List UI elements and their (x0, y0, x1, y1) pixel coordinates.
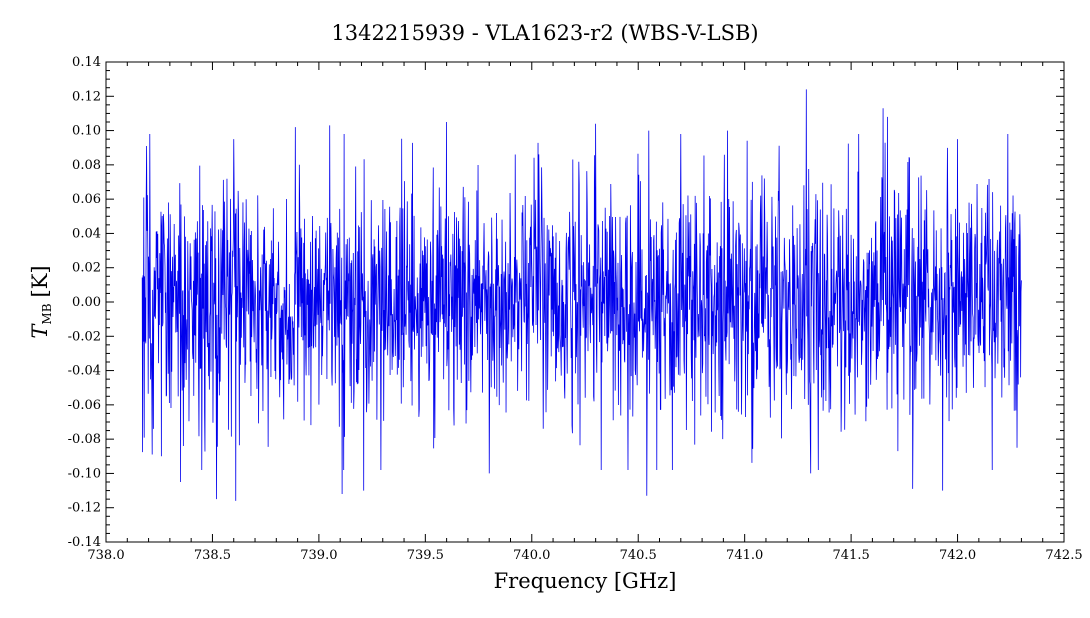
x-tick-label: 740.5 (620, 548, 657, 563)
y-axis: -0.14 -0.12 -0.10 -0.08 -0.06 -0.04 -0.02 0.00 0… (68, 55, 1064, 550)
y-tick-label: -0.06 (68, 398, 101, 413)
y-tick-label: -0.10 (68, 466, 101, 481)
spectrum-series-line (141, 89, 1022, 501)
y-axis-label-main: T (28, 323, 52, 339)
x-tick-label: 738.0 (87, 548, 124, 563)
y-tick-label: 0.10 (72, 124, 101, 139)
chart-title: 1342215939 - VLA1623-r2 (WBS-V-LSB) (331, 21, 758, 45)
y-tick-label: 0.08 (72, 158, 101, 173)
y-tick-label: 0.04 (72, 226, 101, 241)
y-tick-label: 0.12 (72, 89, 101, 104)
x-axis: 738.0 738.5 739.0 739.5 740.0 740.5 741.0 741.5… (87, 62, 1083, 563)
y-axis-label-unit: [K] (28, 265, 52, 297)
x-tick-label: 738.5 (194, 548, 231, 563)
y-tick-label: 0.00 (72, 295, 101, 310)
x-tick-label: 742.5 (1045, 548, 1082, 563)
y-tick-label: -0.08 (68, 432, 101, 447)
y-tick-label: -0.12 (68, 501, 101, 516)
y-tick-label: 0.06 (72, 192, 101, 207)
x-tick-label: 739.0 (300, 548, 337, 563)
y-tick-label: -0.02 (68, 329, 101, 344)
x-tick-label: 739.5 (407, 548, 444, 563)
x-tick-label: 740.0 (513, 548, 550, 563)
y-tick-label: -0.04 (68, 364, 101, 379)
y-tick-label: 0.02 (72, 261, 101, 276)
y-axis-label-sub: MB (40, 303, 54, 324)
y-tick-label: -0.14 (68, 535, 101, 550)
y-tick-label: 0.14 (72, 55, 101, 70)
plot-area (141, 89, 1022, 501)
y-axis-label: TMB [K] (28, 265, 54, 338)
x-axis-label: Frequency [GHz] (494, 569, 677, 593)
x-tick-label: 742.0 (939, 548, 976, 563)
x-tick-label: 741.0 (726, 548, 763, 563)
x-tick-label: 741.5 (833, 548, 870, 563)
